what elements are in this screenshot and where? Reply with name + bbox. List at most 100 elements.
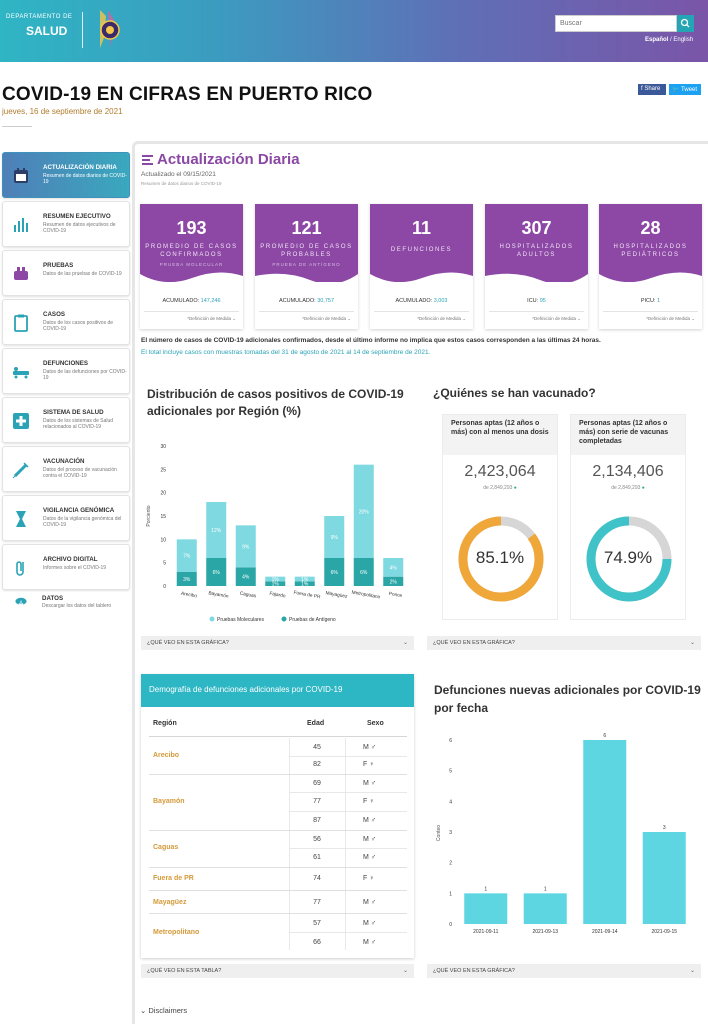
sidebar-item-desc: Datos del proceso de vacunación contra e…: [43, 467, 117, 479]
y-tick-label: 5: [449, 769, 452, 775]
sex-cell: M ♂: [363, 899, 377, 906]
vaccination-title: ¿Quiénes se han vacunado?: [433, 386, 596, 400]
search-input[interactable]: [555, 15, 677, 32]
twitter-tweet-button[interactable]: 🐦 Tweet: [669, 84, 701, 95]
definition-toggle[interactable]: *Definición de Medida ⌄: [302, 316, 351, 321]
bar-data-label: 1%: [272, 577, 280, 583]
sex-cell: M ♂: [363, 836, 377, 843]
bar-data-label: 6: [603, 733, 606, 739]
sex-cell: M ♂: [363, 854, 377, 861]
column-divider: [345, 738, 346, 950]
card-wave-decoration: [485, 273, 588, 288]
sidebar-item-resumen-ejecutivo[interactable]: RESUMEN EJECUTIVO Resumen de datos ejecu…: [2, 201, 130, 247]
sidebar-item-casos[interactable]: CASOS Datos de los casos positivos de CO…: [2, 299, 130, 345]
vax-panel-heading: Personas aptas (12 años o más) con serie…: [571, 415, 685, 455]
sidebar-item-pruebas[interactable]: PRUEBAS Datos de las pruebas de COVID-19: [2, 250, 130, 296]
faq-label: ¿QUÉ VEO EN ESTA GRÁFICA?: [147, 640, 229, 646]
vax-denominator-text: de 2,849,293: [611, 485, 641, 491]
card-label: HOSPITALIZADOS ADULTOS: [499, 244, 574, 258]
vax-denominator: de 2,849,293 ●: [571, 485, 685, 491]
col-header-sex: Sexo: [367, 720, 384, 727]
sidebar-item-vigilancia-genomica[interactable]: VIGILANCIA GENÓMICA Datos de la vigilanc…: [2, 495, 130, 541]
sidebar-item-desc: Resumen de datos diarios de COVID-19: [43, 173, 127, 185]
y-tick-label: 2: [449, 861, 452, 867]
bar-chart-icon: [14, 218, 28, 232]
stat-card-hospitalizados-adultos: 307 HOSPITALIZADOS ADULTOS ICU: 95 *Defi…: [485, 204, 588, 329]
sidebar-item-title: CASOS: [43, 311, 66, 318]
y-tick-label: 15: [160, 514, 166, 520]
card-header: [255, 204, 358, 282]
card-divider: [489, 311, 584, 312]
disclaimers-toggle[interactable]: ⌄ Disclaimers: [140, 1006, 187, 1015]
lang-en-link[interactable]: English: [673, 37, 694, 43]
age-cell: 87: [313, 817, 321, 824]
vaccination-faq[interactable]: ¿QUÉ VEO EN ESTA GRÁFICA? ⌄: [427, 636, 701, 650]
bar-segment: [353, 558, 374, 586]
deaths-by-date-bar-chart: Conteo 0 1 2 3 4 5 6 1 2021-09-11 1 2021-09-13 6 2021…: [436, 733, 686, 935]
region-cell: Fuera de PR: [153, 875, 194, 882]
legend-label: Pruebas Moleculares: [217, 617, 264, 623]
row-divider: [289, 848, 407, 849]
chevron-down-icon: ⌄: [402, 968, 408, 974]
bar-segment: [235, 567, 256, 586]
hourglass-icon: [16, 511, 26, 527]
sidebar-item-desc: Datos de los sistemas de Salud relaciona…: [43, 418, 114, 430]
demography-table-faq[interactable]: ¿QUÉ VEO EN ESTA TABLA? ⌄: [141, 964, 414, 978]
definition-toggle[interactable]: *Definición de Medida ⌄: [532, 316, 581, 321]
sidebar-item-title: VIGILANCIA GENÓMICA: [43, 507, 115, 514]
sidebar-item-title: DATOS: [42, 595, 64, 602]
search-button[interactable]: [677, 15, 694, 32]
bar-segment: [294, 581, 315, 586]
card-value: 121: [291, 218, 322, 238]
sidebar-item-vacunacion[interactable]: VACUNACIÓN Datos del proceso de vacunaci…: [2, 446, 130, 492]
region-chart-faq[interactable]: ¿QUÉ VEO EN ESTA GRÁFICA? ⌄: [141, 636, 414, 650]
bar-data-label: 3: [663, 825, 666, 831]
top-header-bar: DEPARTAMENTO DE SALUD Español / English: [0, 0, 708, 62]
vax-count: 2,134,406: [592, 463, 664, 480]
stat-card-defunciones: 11 DEFUNCIONES ACUMULADO: 3,003 *Definic…: [370, 204, 473, 329]
y-tick-label: 3: [449, 830, 452, 836]
bar-data-label: 9%: [331, 535, 339, 541]
lang-es-link[interactable]: Español: [645, 37, 669, 43]
info-icon[interactable]: ●: [641, 485, 645, 491]
sidebar-item-title: ACTUALIZACIÓN DIARIA: [43, 164, 117, 171]
card-sublabel: PRUEBA DE ANTÍGENO: [272, 262, 341, 267]
sidebar-item-desc: Resumen de datos ejecutivos de COVID-19: [43, 222, 116, 234]
vax-donut-chart: [458, 516, 544, 602]
definition-toggle[interactable]: *Definición de Medida ⌄: [417, 316, 466, 321]
x-tick-label: Caguas: [239, 591, 257, 600]
bar-segment: [324, 516, 345, 558]
logo-dept-name[interactable]: SALUD: [26, 24, 68, 38]
vax-denominator-text: de 2,849,293: [483, 485, 513, 491]
sidebar-item-actualizacion-diaria[interactable]: ACTUALIZACIÓN DIARIA Resumen de datos di…: [2, 152, 130, 198]
bar-segment: [176, 572, 197, 586]
vax-count: 2,423,064: [464, 463, 536, 480]
legend-marker: [281, 616, 287, 622]
acc-label: ICU:: [527, 298, 539, 304]
age-cell: 66: [313, 939, 321, 946]
sidebar-item-sistema-de-salud[interactable]: SISTEMA DE SALUD Datos de los sistemas d…: [2, 397, 130, 443]
bar-data-label: 1%: [301, 577, 309, 583]
sidebar-item-defunciones[interactable]: DEFUNCIONES Datos de las defunciones por…: [2, 348, 130, 394]
age-cell: 82: [313, 761, 321, 768]
region-stacked-bar-chart: Porciento 0 5 10 15 20 25 30 3% 7% Arecibo 6% 12% Bay…: [146, 444, 404, 623]
y-tick-label: 20: [160, 491, 166, 497]
deaths-chart-faq[interactable]: ¿QUÉ VEO EN ESTA GRÁFICA? ⌄: [427, 964, 701, 978]
sidebar-item-datos[interactable]: DATOS Descargar los datos del tablero: [2, 592, 130, 618]
acc-value: 1: [657, 298, 661, 304]
bar-segment: [383, 558, 404, 577]
definition-toggle[interactable]: *Definición de Medida ⌄: [646, 316, 695, 321]
logo-dept-label: DEPARTAMENTO DE: [6, 14, 73, 20]
definition-toggle[interactable]: *Definición de Medida ⌄: [187, 316, 236, 321]
y-tick-label: 30: [160, 444, 166, 450]
age-cell: 61: [313, 854, 321, 861]
region-cell: Bayamón: [153, 798, 185, 805]
facebook-share-button[interactable]: f Share: [638, 84, 666, 95]
sidebar-item-desc: Datos de los casos positivos de COVID-19: [43, 320, 114, 332]
info-icon[interactable]: ●: [513, 485, 517, 491]
card-accumulated: PICU: 1: [599, 298, 702, 304]
bar-segment: [353, 464, 374, 558]
sidebar-item-archivo-digital[interactable]: ARCHIVO DIGITAL Informes sobre el COVID-…: [2, 544, 130, 590]
sex-cell: F ♀: [363, 875, 375, 882]
bar: [464, 893, 508, 924]
